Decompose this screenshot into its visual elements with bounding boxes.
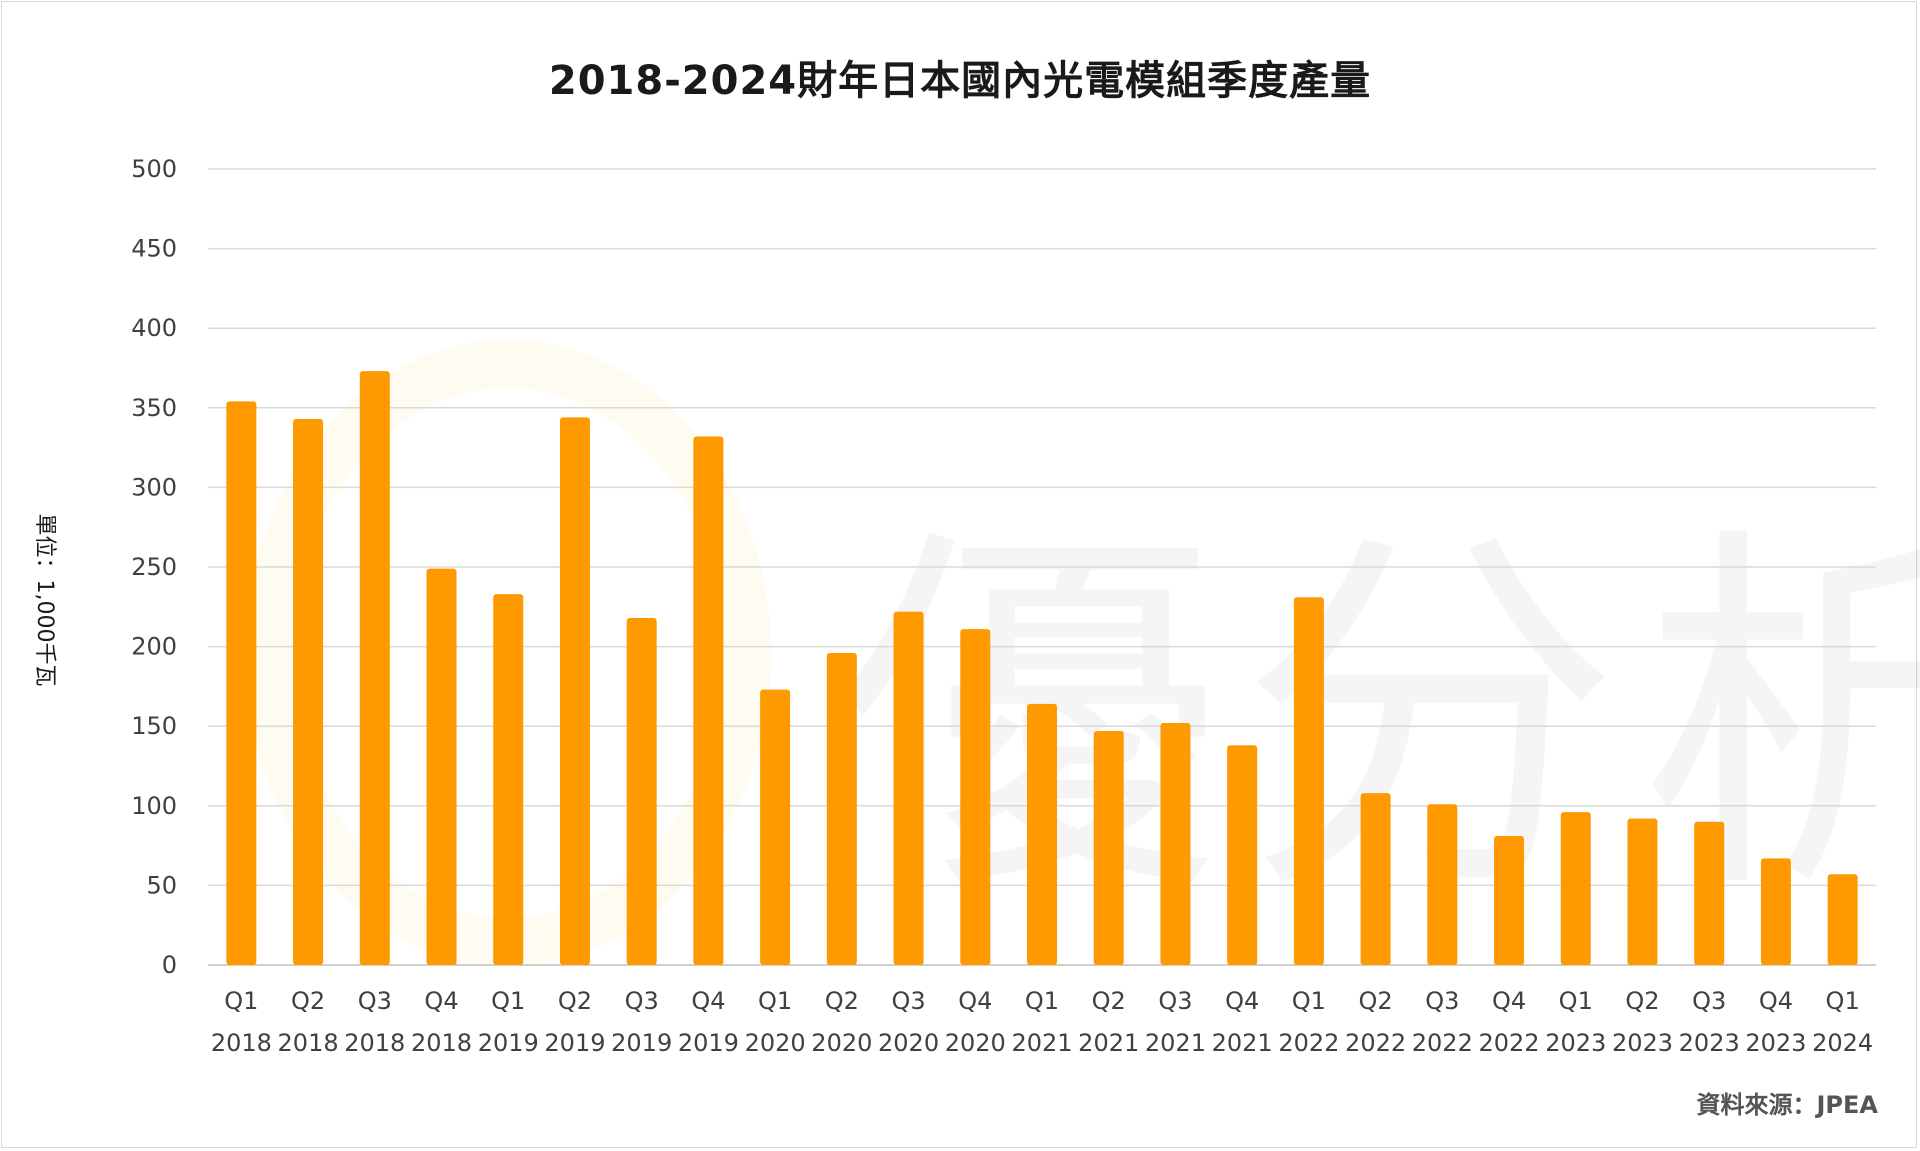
x-tick-label-quarter: Q2 — [558, 987, 592, 1015]
y-tick-label: 450 — [131, 235, 177, 263]
x-tick-label-quarter: Q2 — [825, 987, 859, 1015]
bar — [359, 371, 390, 966]
x-tick-label-year: 2022 — [1479, 1029, 1540, 1057]
x-tick-label-year: 2018 — [411, 1029, 472, 1057]
x-tick-label-quarter: Q4 — [1492, 987, 1526, 1015]
x-tick-label-quarter: Q2 — [291, 987, 325, 1015]
x-tick-label-year: 2019 — [678, 1029, 739, 1057]
bar — [1360, 793, 1391, 965]
bar — [426, 568, 457, 965]
bar — [1694, 821, 1725, 965]
x-tick-label-year: 2023 — [1679, 1029, 1740, 1057]
x-tick-label-year: 2020 — [878, 1029, 939, 1057]
x-tick-label-year: 2022 — [1345, 1029, 1406, 1057]
x-tick-label-quarter: Q1 — [1826, 987, 1860, 1015]
x-tick-label-quarter: Q2 — [1625, 987, 1659, 1015]
bar — [893, 611, 924, 965]
bar — [1560, 812, 1591, 965]
y-tick-label: 0 — [162, 951, 177, 979]
x-tick-label-quarter: Q4 — [1759, 987, 1793, 1015]
bar — [1627, 818, 1658, 965]
source-note: 資料來源：JPEA — [1696, 1091, 1879, 1119]
x-tick-label-year: 2021 — [1011, 1029, 1072, 1057]
x-tick-label-year: 2022 — [1278, 1029, 1339, 1057]
y-tick-label: 200 — [131, 633, 177, 661]
x-tick-label-quarter: Q3 — [625, 987, 659, 1015]
x-tick-label-year: 2022 — [1412, 1029, 1473, 1057]
x-tick-label-quarter: Q1 — [1559, 987, 1593, 1015]
chart-title: 2018-2024財年日本國內光電模組季度產量 — [548, 58, 1372, 104]
bar — [960, 629, 991, 965]
x-tick-label-quarter: Q4 — [691, 987, 725, 1015]
x-tick-label-year: 2021 — [1212, 1029, 1273, 1057]
bar — [1293, 597, 1324, 965]
x-tick-label-year: 2023 — [1545, 1029, 1606, 1057]
x-tick-label-year: 2019 — [544, 1029, 605, 1057]
x-tick-label-quarter: Q1 — [224, 987, 258, 1015]
x-tick-label-quarter: Q4 — [424, 987, 458, 1015]
bar — [559, 417, 590, 965]
x-tick-label-year: 2019 — [478, 1029, 539, 1057]
x-tick-label-year: 2021 — [1078, 1029, 1139, 1057]
y-tick-label: 100 — [131, 792, 177, 820]
bar — [693, 436, 724, 965]
y-tick-label: 350 — [131, 394, 177, 422]
bar — [226, 401, 257, 965]
bar — [293, 418, 324, 966]
bar — [1427, 804, 1458, 965]
x-tick-label-year: 2023 — [1612, 1029, 1673, 1057]
y-tick-label: 250 — [131, 553, 177, 581]
x-tick-label-quarter: Q4 — [958, 987, 992, 1015]
bar — [1093, 730, 1124, 965]
bar — [493, 594, 524, 965]
bar — [1227, 745, 1258, 965]
x-tick-label-quarter: Q2 — [1092, 987, 1126, 1015]
x-tick-label-quarter: Q3 — [1425, 987, 1459, 1015]
x-tick-label-year: 2024 — [1812, 1029, 1873, 1057]
y-tick-label: 150 — [131, 712, 177, 740]
y-tick-label: 500 — [131, 155, 177, 183]
x-tick-label-quarter: Q3 — [1692, 987, 1726, 1015]
x-tick-label-year: 2018 — [344, 1029, 405, 1057]
x-tick-label-year: 2021 — [1145, 1029, 1206, 1057]
x-tick-label-quarter: Q2 — [1359, 987, 1393, 1015]
x-tick-label-quarter: Q1 — [1292, 987, 1326, 1015]
x-tick-label-year: 2020 — [811, 1029, 872, 1057]
bar — [1160, 723, 1191, 965]
y-tick-label: 400 — [131, 314, 177, 342]
x-tick-label-quarter: Q1 — [758, 987, 792, 1015]
x-tick-label-quarter: Q3 — [891, 987, 925, 1015]
x-tick-label-year: 2020 — [945, 1029, 1006, 1057]
x-tick-label-year: 2020 — [745, 1029, 806, 1057]
bar — [1827, 874, 1858, 965]
x-tick-label-quarter: Q4 — [1225, 987, 1259, 1015]
bar — [1494, 836, 1525, 965]
x-tick-label-quarter: Q1 — [1025, 987, 1059, 1015]
bar — [626, 617, 657, 965]
x-tick-label-year: 2018 — [211, 1029, 272, 1057]
x-tick-label-quarter: Q1 — [491, 987, 525, 1015]
bars — [226, 371, 1858, 966]
y-tick-labels: 0 50 100 150 200 250 300 350 400 450 500 — [131, 155, 177, 979]
bar — [1027, 703, 1057, 965]
x-tick-labels: Q1 2018 Q2 2018 Q3 2018 Q4 2018 Q1 2019 Q2 2019 Q3 20… — [211, 987, 1873, 1057]
x-tick-label-quarter: Q3 — [358, 987, 392, 1015]
bar — [760, 689, 791, 965]
y-tick-label: 300 — [131, 473, 177, 501]
bar — [1760, 858, 1791, 965]
x-tick-label-year: 2019 — [611, 1029, 672, 1057]
x-tick-label-year: 2018 — [278, 1029, 339, 1057]
x-tick-label-year: 2023 — [1745, 1029, 1806, 1057]
y-tick-label: 50 — [146, 871, 177, 899]
x-tick-label-quarter: Q3 — [1158, 987, 1192, 1015]
bar — [826, 652, 857, 965]
